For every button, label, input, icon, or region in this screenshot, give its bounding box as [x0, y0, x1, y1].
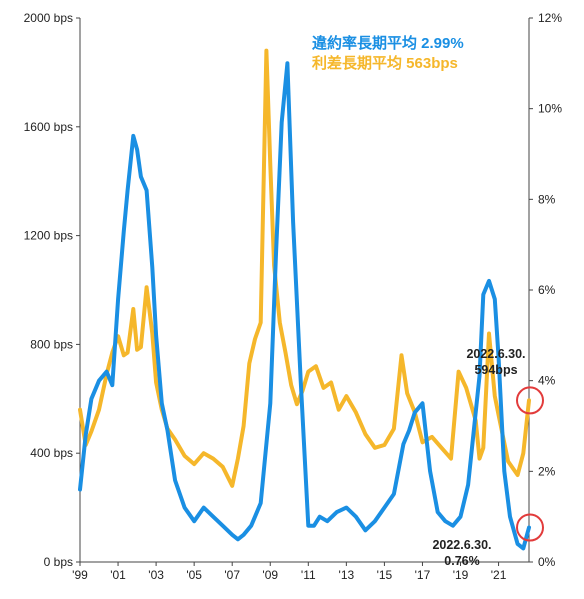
- left-tick-label: 2000 bps: [24, 11, 73, 25]
- right-tick-label: 4%: [538, 374, 556, 388]
- right-tick-label: 10%: [538, 102, 562, 116]
- left-tick-label: 800 bps: [30, 337, 73, 351]
- right-tick-label: 0%: [538, 555, 556, 569]
- series-layer: [78, 48, 531, 551]
- x-tick-label: '21: [491, 568, 507, 582]
- legend: 違約率長期平均 2.99% 利差長期平均 563bps: [312, 34, 464, 72]
- left-tick-label: 400 bps: [30, 446, 73, 460]
- x-tick-label: '01: [110, 568, 126, 582]
- annotation-default-date: 2022.6.30.: [432, 538, 491, 552]
- annotations: 2022.6.30. 594bps 2022.6.30. 0.76%: [432, 347, 525, 568]
- x-tick-label: '05: [186, 568, 202, 582]
- right-tick-label: 12%: [538, 11, 562, 25]
- x-tick-label: '17: [415, 568, 431, 582]
- x-tick-label: '19: [453, 568, 469, 582]
- x-tick-label: '13: [339, 568, 355, 582]
- legend-spread: 利差長期平均 563bps: [312, 54, 458, 72]
- left-tick-label: 1200 bps: [24, 229, 73, 243]
- spread-endpoint-marker: [516, 386, 544, 415]
- right-tick-label: 8%: [538, 192, 556, 206]
- x-tick-label: '03: [148, 568, 164, 582]
- x-tick-label: '07: [224, 568, 240, 582]
- left-tick-label: 1600 bps: [24, 120, 73, 134]
- default-rate-endpoint-marker: [516, 513, 544, 542]
- x-tick-label: '15: [377, 568, 393, 582]
- annotation-spread-date: 2022.6.30.: [466, 347, 525, 361]
- default-rate-series-line: [78, 61, 531, 551]
- left-tick-label: 0 bps: [44, 555, 73, 569]
- annotation-default-value: 0.76%: [444, 554, 479, 568]
- legend-default-rate: 違約率長期平均 2.99%: [312, 34, 464, 52]
- marker-layer: [516, 386, 544, 542]
- annotation-spread-value: 594bps: [474, 363, 517, 377]
- right-tick-label: 6%: [538, 283, 556, 297]
- x-tick-label: '09: [262, 568, 278, 582]
- axes: 0 bps 400 bps 800 bps 1200 bps 1600 bps 2000 …: [24, 11, 563, 582]
- right-tick-label: 2%: [538, 464, 556, 478]
- spread-series-line: [78, 48, 531, 488]
- x-tick-label: '99: [72, 568, 88, 582]
- x-tick-label: '11: [301, 568, 316, 582]
